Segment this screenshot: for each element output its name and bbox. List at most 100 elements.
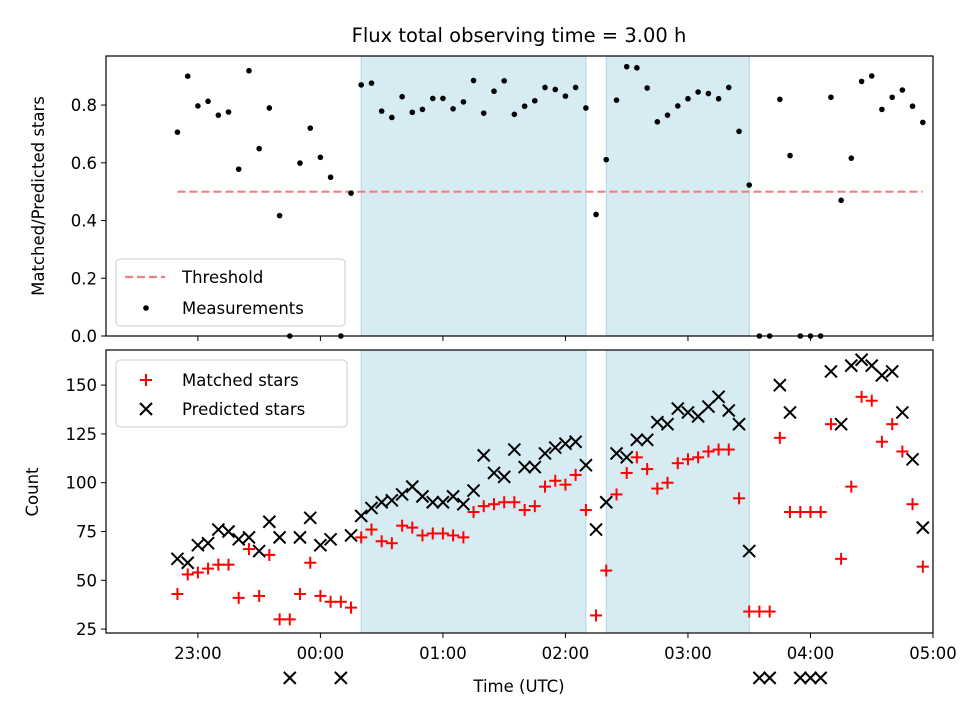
measurement-point: [378, 108, 385, 114]
measurement-point: [501, 78, 507, 84]
ratio-legend: Threshold Measurements: [115, 258, 346, 327]
count-panel-frame: [105, 349, 934, 634]
x-tick-label: 04:00: [787, 644, 835, 663]
matched-point: [253, 589, 266, 602]
measurement-point: [583, 105, 589, 111]
matched-point: [600, 564, 613, 577]
predicted-point: [619, 450, 634, 465]
measurement-point: [358, 82, 365, 88]
matched-point: [436, 527, 449, 540]
measurement-point: [725, 84, 732, 91]
y-tick-label: 150: [66, 376, 98, 395]
matched-point: [538, 480, 551, 493]
legend-matched-swatch: [140, 374, 152, 386]
measurement-point: [654, 119, 661, 125]
predicted-point: [824, 364, 838, 379]
matched-point: [498, 496, 511, 509]
predicted-point: [854, 353, 869, 367]
measurement-point: [389, 114, 395, 121]
matched-point: [702, 445, 715, 458]
predicted-point: [875, 368, 889, 383]
measurement-point: [225, 109, 232, 115]
measurement-point: [715, 95, 722, 102]
matched-point: [477, 500, 490, 513]
y-tick-label: 0.4: [71, 212, 97, 231]
predicted-point: [354, 509, 368, 523]
matched-point: [202, 562, 215, 575]
predicted-point: [211, 522, 226, 537]
predicted-point: [905, 452, 920, 467]
predicted-point: [650, 415, 665, 429]
y-tick-label: 0.2: [71, 269, 97, 288]
measurement-point: [858, 78, 865, 85]
measurement-point: [899, 87, 906, 93]
measurement-point: [429, 95, 436, 102]
predicted-point: [323, 532, 338, 547]
predicted-point: [568, 435, 583, 449]
measurement-point: [593, 211, 599, 218]
matched-point: [222, 558, 235, 571]
y-tick-label: 50: [76, 571, 97, 590]
predicted-point: [783, 405, 797, 420]
matched-point: [457, 531, 470, 544]
predicted-point: [181, 556, 195, 570]
matched-point: [671, 457, 684, 470]
matched-point: [232, 591, 245, 604]
matched-point: [886, 418, 899, 431]
predicted-point: [201, 536, 215, 550]
matched-point: [212, 558, 225, 571]
matched-point: [345, 601, 358, 614]
measurement-point: [419, 106, 426, 113]
measurement-point: [542, 84, 548, 91]
predicted-point: [477, 448, 491, 463]
measurement-point: [307, 125, 314, 131]
predicted-point: [793, 671, 808, 685]
predicted-point: [773, 378, 787, 392]
predicted-point: [528, 460, 542, 474]
matched-point: [242, 543, 255, 556]
legend-measurements-label: Measurements: [182, 299, 304, 318]
measurement-point: [174, 129, 181, 136]
measurement-point: [685, 95, 691, 102]
matched-point: [375, 535, 388, 548]
matched-point: [406, 521, 419, 534]
measurement-point: [920, 119, 926, 126]
predicted-point: [538, 446, 552, 461]
measurement-point: [205, 98, 211, 105]
matched-point: [467, 505, 480, 518]
count-panel: 25 50 75 100 125 150 23:00 00:00 01:00 02:00 03:0…: [23, 349, 957, 696]
matched-point: [518, 504, 531, 517]
count-y-axis-label: Count: [23, 467, 42, 517]
measurement-point: [440, 95, 446, 102]
measurement-point: [879, 106, 885, 113]
predicted-point: [395, 487, 409, 502]
shaded-interval-2: [605, 55, 750, 337]
matched-point: [273, 613, 286, 626]
matched-point: [171, 587, 184, 600]
ratio-y-axis-label: Matched/Predicted stars: [29, 96, 48, 296]
predicted-point: [640, 433, 654, 447]
predicted-point: [517, 460, 532, 474]
measurement-point: [664, 112, 671, 118]
predicted-point: [895, 405, 910, 420]
predicted-point: [191, 538, 205, 552]
predicted-point: [272, 530, 287, 545]
measurement-point: [215, 112, 222, 118]
measurement-point: [256, 145, 262, 152]
matched-point: [447, 529, 460, 542]
measurement-point: [552, 86, 559, 93]
predicted-point: [385, 493, 399, 507]
matched-point: [712, 443, 725, 456]
matched-point: [733, 492, 746, 505]
matched-point: [396, 519, 409, 532]
measurement-point: [889, 94, 896, 101]
predicted-point: [426, 495, 440, 509]
legend-threshold-label: Threshold: [181, 268, 263, 287]
predicted-point: [334, 671, 348, 685]
ratio-panel: 0.00.20.40.60.8 Matched/Predicted stars …: [29, 55, 934, 346]
predicted-point: [660, 417, 675, 431]
predicted-point: [466, 483, 481, 498]
measurement-point: [184, 73, 191, 80]
matched-point: [824, 418, 837, 431]
matched-point: [314, 589, 327, 602]
